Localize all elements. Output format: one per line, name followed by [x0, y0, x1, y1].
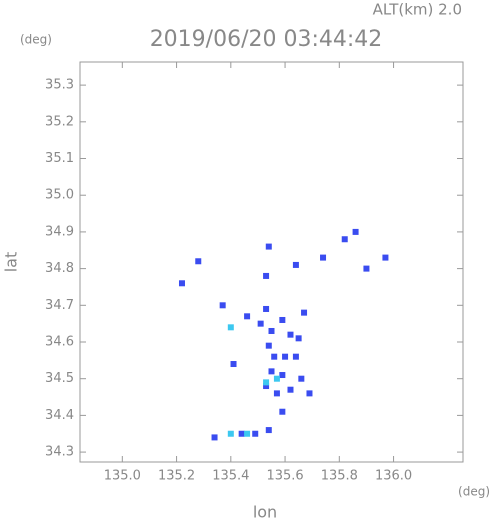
radar-echo [257, 320, 264, 327]
x-tick-label: 135.6 [266, 469, 303, 484]
radar-echo [273, 375, 280, 382]
radar-echo [301, 309, 308, 316]
y-tick-label: 34.7 [45, 298, 74, 313]
radar-echo [265, 342, 272, 349]
y-axis-label: lat [2, 252, 21, 273]
plot-frame [79, 61, 464, 463]
radar-echo [263, 272, 270, 279]
chart-title: 2019/06/20 03:44:42 [150, 27, 383, 52]
y-tick-label: 34.3 [45, 445, 74, 460]
altitude-annotation: ALT(km) 2.0 [373, 1, 462, 19]
radar-echo [263, 383, 270, 390]
radar-echo [195, 258, 202, 265]
radar-echo [292, 353, 299, 360]
radar-echo [341, 236, 348, 243]
radar-echo [279, 316, 286, 323]
radar-echo [244, 430, 251, 437]
y-tick-label: 34.8 [45, 261, 74, 276]
radar-echo [292, 261, 299, 268]
radar-echo [295, 335, 302, 342]
x-unit: (deg) [458, 485, 490, 499]
radar-echo [230, 361, 237, 368]
radar-echo [268, 368, 275, 375]
radar-echo [287, 331, 294, 338]
radar-echo [287, 386, 294, 393]
radar-echo [271, 353, 278, 360]
x-tick-label: 136.0 [375, 469, 412, 484]
radar-echo [273, 390, 280, 397]
radar-echo [298, 375, 305, 382]
radar-echo [252, 430, 259, 437]
radar-echo [265, 427, 272, 434]
radar-echo [227, 430, 234, 437]
radar-echo [363, 265, 370, 272]
radar-echo [265, 243, 272, 250]
y-tick-label: 34.5 [45, 371, 74, 386]
x-tick-label: 135.0 [104, 469, 141, 484]
x-tick-label: 135.8 [321, 469, 358, 484]
y-tick-label: 34.6 [45, 335, 74, 350]
y-tick-label: 35.3 [45, 78, 74, 93]
y-unit: (deg) [20, 33, 52, 47]
radar-echo [238, 430, 245, 437]
x-tick-label: 135.2 [158, 469, 195, 484]
radar-echo [282, 353, 289, 360]
radar-echo [352, 228, 359, 235]
y-tick-label: 34.4 [45, 408, 74, 423]
y-tick-label: 35.0 [45, 188, 74, 203]
radar-echo [279, 372, 286, 379]
radar-echo [306, 390, 313, 397]
radar-echo [227, 324, 234, 331]
radar-echo [320, 254, 327, 261]
y-tick-label: 35.1 [45, 151, 74, 166]
radar-echo [382, 254, 389, 261]
radar-echo [244, 313, 251, 320]
radar-echo [268, 327, 275, 334]
radar-echo [219, 302, 226, 309]
y-tick-label: 35.2 [45, 114, 74, 129]
x-axis-label: lon [253, 503, 277, 521]
radar-echo [263, 305, 270, 312]
x-tick-label: 135.4 [212, 469, 249, 484]
radar-echo [279, 408, 286, 415]
radar-echo [211, 434, 218, 441]
radar-echo [263, 379, 270, 386]
radar-echo [178, 280, 185, 287]
y-tick-label: 34.9 [45, 224, 74, 239]
